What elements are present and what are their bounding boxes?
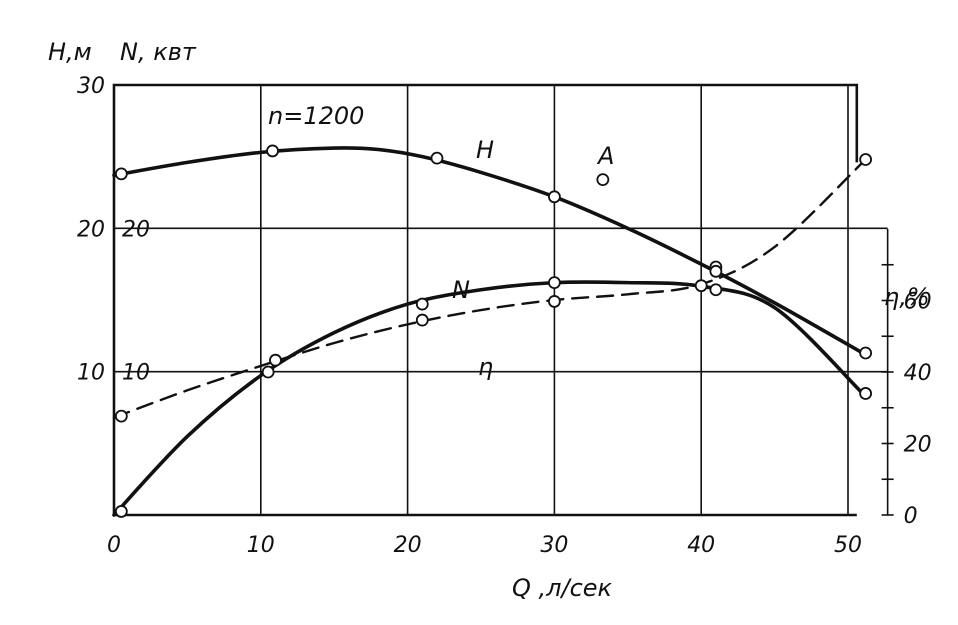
series-label-H: H [476,136,494,164]
eta-tick-label-40: 40 [904,361,932,386]
point-N-0 [114,409,128,423]
point-eta-5 [859,387,873,400]
eta-tick-label-0: 0 [904,504,918,529]
marker-point-A [596,173,610,187]
x-tick-label-0: 0 [107,533,121,558]
x-axis-label: Q ,л/сек [512,574,613,602]
chart-curves [112,146,865,517]
point-N-4 [694,279,708,293]
point-H-3 [548,190,561,204]
point-H-5 [859,346,873,360]
speed-annotation: n=1200 [268,102,364,130]
chart-data-points [114,144,873,518]
x-tick-label-40: 40 [687,533,715,558]
point-eta-4 [709,283,723,297]
point-eta-2 [415,297,429,311]
x-tick-label-30: 30 [540,533,568,558]
point-H-0 [114,167,128,181]
eta-tick-label-20: 20 [904,433,932,458]
marker-label-A: A [596,142,614,170]
series-label-eta: η [478,353,493,381]
N-tick-label-10: 10 [122,361,150,386]
point-H-1 [266,144,279,158]
H-tick-label-20: 20 [77,217,105,242]
point-eta-1 [261,365,275,379]
eta-tick-label-60: 60 [904,290,932,315]
series-line-eta [112,280,865,517]
point-eta-0 [114,505,128,518]
y-axis-label-H: H,м [48,38,92,66]
point-N-5 [709,264,723,278]
point-N-3 [548,295,561,308]
series-line-H [112,146,865,355]
N-tick-label-20: 20 [122,217,150,242]
H-tick-label-10: 10 [77,361,105,386]
x-tick-label-50: 50 [834,533,862,558]
point-N-6 [859,153,873,166]
point-N-1 [269,353,282,367]
x-tick-label-10: 10 [247,533,275,558]
series-line-N [112,161,864,419]
chart-grid [112,83,894,517]
y-axis-label-eta: η,% [884,283,930,311]
point-eta-3 [548,276,561,290]
series-label-N: N [452,276,470,304]
chart-tick-labels: 0 10 20 30 40 50 10 20 30 10 20 0 20 40 60 [77,74,932,558]
x-tick-label-20: 20 [394,533,422,558]
point-N-2 [415,313,429,327]
H-tick-label-30: 30 [77,74,105,99]
plot-frame [112,83,859,515]
y-axis-label-N: N, квт [120,38,197,66]
point-H-2 [430,151,444,165]
